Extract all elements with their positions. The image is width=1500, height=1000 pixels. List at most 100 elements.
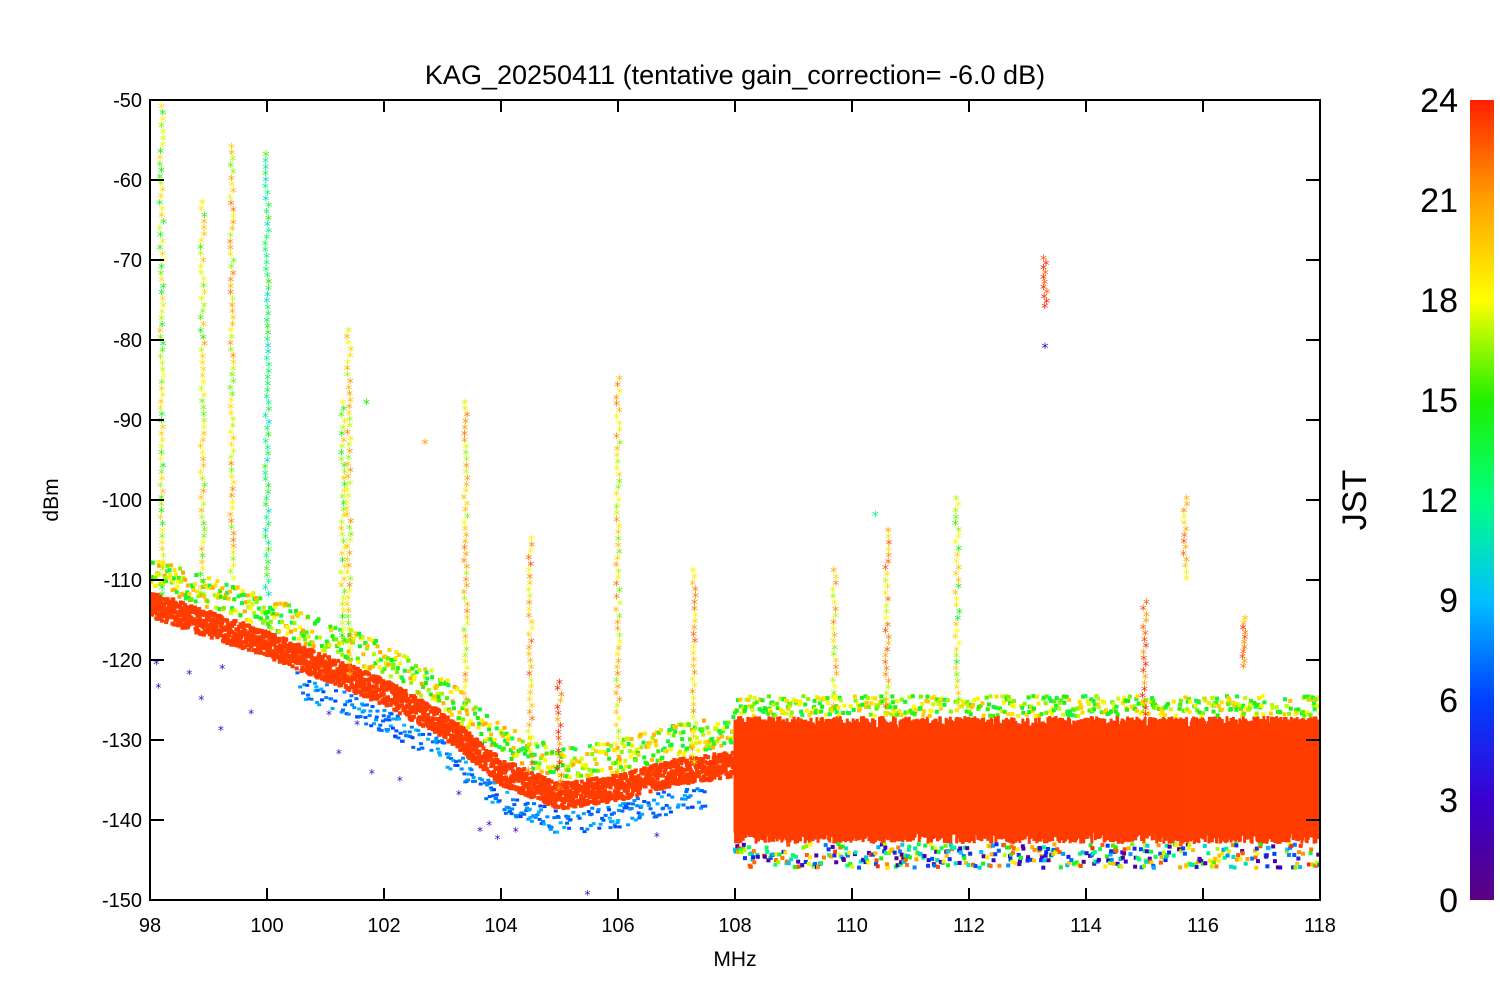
floor-point bbox=[615, 746, 620, 751]
floor-point bbox=[180, 601, 185, 606]
floor-point bbox=[569, 784, 574, 789]
floor-point bbox=[275, 649, 280, 654]
floor-point bbox=[224, 627, 229, 632]
floor-point bbox=[642, 755, 647, 760]
floor-point bbox=[494, 753, 499, 758]
air-band-point bbox=[961, 853, 966, 858]
floor-point bbox=[673, 725, 678, 730]
floor-point bbox=[718, 756, 723, 761]
floor-point bbox=[516, 748, 521, 753]
air-band-point bbox=[913, 708, 918, 713]
floor-point bbox=[635, 804, 640, 808]
floor-point bbox=[362, 684, 367, 689]
air-band-point bbox=[886, 711, 891, 716]
floor-point bbox=[184, 616, 189, 621]
air-band-point bbox=[806, 861, 811, 866]
floor-point bbox=[537, 761, 542, 766]
air-band-point bbox=[864, 855, 869, 860]
floor-point bbox=[158, 616, 163, 621]
floor-point bbox=[280, 645, 285, 650]
floor-point bbox=[478, 754, 483, 759]
air-band-point bbox=[984, 695, 989, 700]
floor-point bbox=[171, 576, 176, 581]
floor-point bbox=[337, 641, 342, 646]
floor-point bbox=[345, 700, 350, 704]
air-band-point bbox=[786, 842, 791, 847]
floor-point bbox=[527, 735, 532, 740]
floor-point bbox=[595, 810, 600, 814]
floor-point bbox=[320, 655, 325, 660]
floor-point bbox=[363, 640, 368, 645]
floor-point bbox=[465, 712, 470, 717]
air-band-point bbox=[832, 853, 837, 858]
floor-point bbox=[483, 761, 488, 766]
floor-point bbox=[500, 763, 505, 768]
air-band-point bbox=[1106, 858, 1111, 863]
air-band-point bbox=[1167, 850, 1172, 855]
floor-point bbox=[651, 811, 656, 815]
floor-point bbox=[494, 726, 499, 731]
floor-point bbox=[302, 683, 307, 687]
floor-point bbox=[463, 760, 468, 764]
floor-point bbox=[345, 678, 350, 683]
floor-point bbox=[464, 708, 469, 713]
air-band-point bbox=[764, 845, 769, 850]
floor-point bbox=[329, 628, 334, 633]
floor-point bbox=[425, 716, 430, 721]
floor-point bbox=[233, 608, 238, 613]
air-band-point bbox=[932, 694, 937, 699]
floor-point bbox=[439, 677, 444, 682]
floor-point bbox=[503, 775, 508, 780]
floor-point bbox=[594, 797, 599, 802]
floor-point bbox=[453, 763, 458, 767]
floor-point bbox=[662, 746, 667, 751]
floor-point bbox=[319, 698, 324, 702]
floor-point bbox=[347, 687, 352, 692]
floor-point bbox=[603, 791, 608, 796]
floor-point bbox=[504, 805, 509, 809]
floor-point bbox=[348, 666, 353, 671]
floor-point bbox=[656, 730, 661, 735]
floor-point bbox=[210, 628, 215, 633]
floor-point bbox=[682, 752, 687, 757]
floor-point bbox=[226, 596, 231, 601]
air-band-point bbox=[771, 852, 776, 857]
air-band-point bbox=[868, 712, 873, 717]
air-band-point bbox=[847, 711, 852, 716]
floor-point bbox=[499, 728, 503, 733]
floor-point bbox=[589, 812, 594, 816]
air-band-point bbox=[957, 860, 962, 865]
air-band-point bbox=[850, 864, 854, 869]
floor-point bbox=[180, 617, 185, 622]
floor-point bbox=[381, 679, 386, 684]
floor-point bbox=[546, 792, 551, 797]
floor-point bbox=[700, 764, 705, 769]
air-band-point bbox=[937, 699, 942, 704]
floor-point bbox=[582, 802, 587, 807]
floor-point bbox=[291, 653, 296, 658]
floor-point bbox=[529, 819, 534, 823]
floor-point bbox=[675, 805, 680, 809]
air-band-point bbox=[1138, 711, 1143, 716]
floor-point bbox=[552, 816, 557, 820]
floor-point bbox=[419, 708, 424, 713]
floor-point bbox=[302, 655, 307, 660]
floor-point bbox=[167, 614, 172, 619]
floor-point bbox=[211, 585, 216, 590]
floor-point bbox=[299, 668, 304, 673]
air-band-point bbox=[1103, 708, 1108, 713]
floor-point bbox=[230, 585, 235, 590]
floor-point bbox=[378, 650, 383, 655]
floor-point bbox=[720, 756, 725, 761]
floor-point bbox=[218, 623, 223, 628]
floor-point bbox=[380, 669, 385, 674]
air-band-point bbox=[1058, 698, 1063, 703]
floor-point bbox=[641, 740, 646, 745]
air-band-point bbox=[1135, 694, 1140, 699]
floor-point bbox=[488, 749, 493, 754]
air-band-point bbox=[807, 712, 812, 717]
floor-point bbox=[305, 614, 310, 619]
air-band-point bbox=[1051, 847, 1056, 852]
air-band-point bbox=[1067, 861, 1072, 866]
floor-point bbox=[609, 743, 614, 748]
